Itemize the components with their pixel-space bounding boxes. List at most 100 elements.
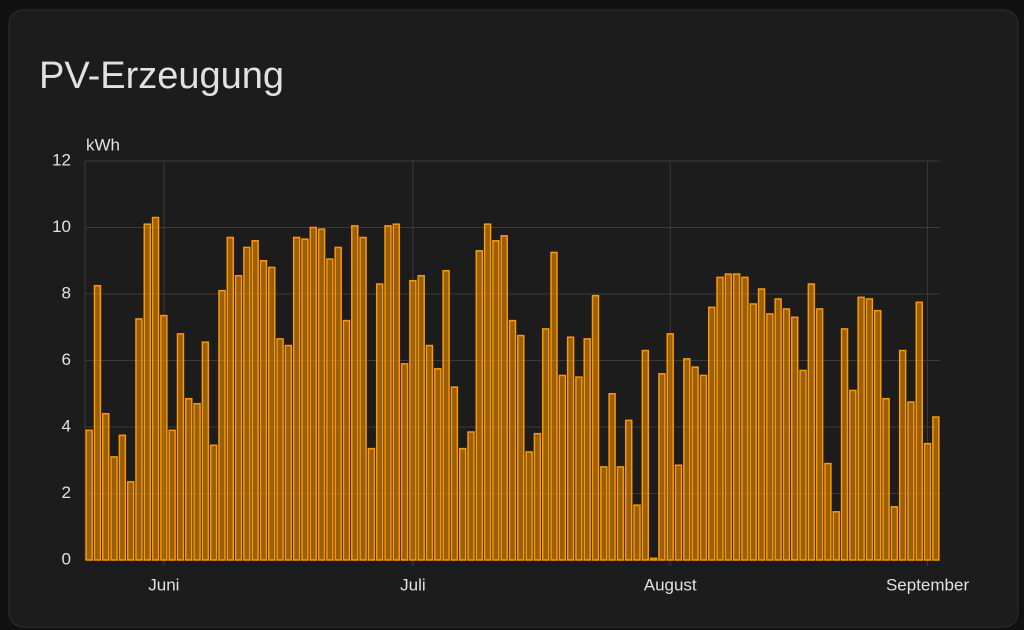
bar — [176, 333, 185, 561]
bar — [110, 456, 118, 561]
bar — [434, 368, 442, 561]
bar — [815, 308, 824, 561]
bar — [741, 276, 749, 561]
bar — [583, 338, 591, 561]
bar — [874, 309, 882, 561]
y-tick-label: 10 — [52, 217, 71, 236]
bar — [525, 451, 533, 561]
bar — [649, 557, 658, 561]
bar — [93, 284, 102, 561]
bar — [907, 401, 915, 561]
bar — [400, 363, 409, 561]
bar — [600, 466, 608, 561]
bar — [699, 374, 708, 561]
bar — [658, 373, 666, 561]
bar — [716, 276, 724, 561]
bar — [193, 402, 201, 561]
bar — [724, 273, 733, 561]
bar — [608, 393, 616, 561]
bar — [707, 306, 716, 561]
bar — [442, 269, 450, 561]
bar — [674, 464, 683, 561]
bar — [317, 228, 326, 561]
bar — [292, 236, 301, 561]
bar — [226, 236, 235, 561]
x-tick-label: September — [886, 575, 969, 594]
bar — [641, 349, 650, 561]
bar — [168, 429, 176, 561]
bar — [392, 223, 401, 561]
bar — [616, 466, 625, 561]
bar — [932, 416, 940, 561]
bar — [284, 344, 293, 561]
bar — [492, 240, 500, 561]
bar — [849, 389, 857, 561]
bar — [351, 225, 359, 561]
x-tick-label: Juli — [400, 575, 426, 594]
bar — [882, 397, 890, 561]
bar — [259, 260, 268, 561]
y-tick-label: 8 — [62, 283, 71, 302]
bar — [799, 369, 807, 561]
bar — [500, 235, 508, 561]
bar — [342, 319, 351, 561]
bar — [135, 318, 143, 561]
bar — [732, 273, 741, 561]
bar — [766, 313, 774, 561]
bar — [475, 250, 484, 561]
bar — [558, 374, 567, 561]
bar — [591, 294, 600, 561]
y-tick-label: 6 — [62, 350, 71, 369]
bar — [409, 279, 417, 561]
bar — [375, 283, 384, 561]
bar — [143, 223, 151, 561]
bar — [218, 289, 226, 561]
bar — [309, 226, 318, 561]
bar — [790, 316, 799, 561]
bar — [251, 240, 259, 561]
card-title: PV-Erzeugung — [39, 55, 284, 97]
bar — [575, 376, 583, 561]
bar — [633, 504, 641, 561]
bar — [517, 334, 525, 561]
bar — [774, 298, 782, 561]
bar — [417, 274, 425, 561]
y-tick-label: 2 — [62, 483, 71, 502]
bar — [550, 251, 558, 561]
x-tick-label: Juni — [148, 575, 179, 594]
bar — [691, 366, 699, 561]
bar — [160, 314, 168, 561]
y-tick-label: 0 — [62, 549, 71, 568]
bar — [666, 333, 674, 561]
bar — [923, 442, 932, 561]
bar — [683, 358, 691, 561]
bar — [467, 431, 475, 561]
y-axis-unit: kWh — [86, 135, 120, 154]
bar — [234, 274, 243, 561]
bar — [840, 328, 849, 561]
bar — [915, 301, 923, 561]
bar — [334, 246, 342, 561]
bar — [268, 266, 276, 561]
bar — [782, 308, 791, 561]
bar — [367, 447, 376, 561]
bar — [541, 328, 550, 561]
bar — [151, 216, 160, 561]
bar — [749, 303, 757, 561]
bar — [326, 258, 334, 561]
bar — [533, 432, 542, 561]
bar — [824, 462, 832, 561]
bar — [118, 434, 127, 561]
bar — [102, 412, 110, 561]
x-tick-label: August — [644, 575, 697, 594]
bar — [301, 238, 309, 561]
bar — [458, 447, 467, 561]
bar — [85, 429, 93, 561]
bar — [276, 338, 284, 561]
y-tick-label: 4 — [62, 416, 71, 435]
bar — [890, 506, 899, 561]
bar — [624, 419, 633, 561]
bar — [857, 296, 865, 561]
